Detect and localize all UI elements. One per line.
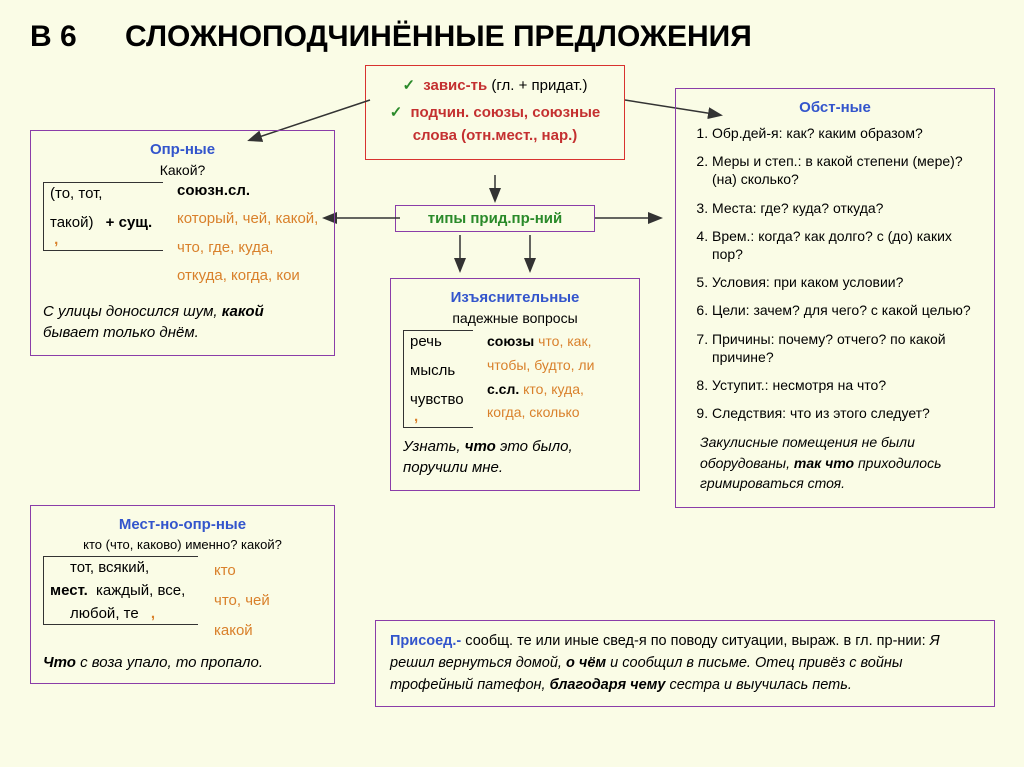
obst-item: Причины: почему? отчего? по какой причин… [712, 330, 980, 366]
opr-box: Опр-ные Какой? (то, тот, такой) + сущ. ,… [30, 130, 335, 356]
izy-r4: когда, сколько [487, 401, 627, 425]
obst-title: Обст-ные [690, 99, 980, 116]
izy-box: Изъяснительные падежные вопросы речь мыс… [390, 278, 640, 491]
izy-l1: речь [410, 333, 473, 350]
obst-ex-b: так что [794, 455, 854, 471]
top-line2: подчин. союзы, союзные слова (отн.мест.,… [410, 104, 600, 144]
izy-l2: мысль [410, 362, 473, 379]
opr-ex-b: какой [222, 303, 264, 320]
obst-item: Уступит.: несмотря на что? [712, 376, 980, 394]
izy-r1a: союзы [487, 333, 534, 349]
opr-soyuz-head: союзн.сл. [177, 182, 322, 199]
top-rest-1: (гл. + придат.) [491, 77, 587, 94]
opr-ex-pre: С улицы доносился шум, [43, 303, 218, 320]
obst-item: Цели: зачем? для чего? с какой целью? [712, 301, 980, 319]
pris-ex-i3: сестра и выучилась петь. [670, 677, 852, 693]
mest-r2: что, чей [214, 586, 270, 616]
mest-r1: кто [214, 556, 270, 586]
izy-r3b: кто, куда, [523, 381, 584, 397]
mest-ex-b1: Что [43, 654, 76, 671]
mest-ex-mid: с воза упало, то пропало. [80, 654, 263, 671]
obst-item: Следствия: что из этого следует? [712, 404, 980, 422]
pris-ex-b2: благодаря чему [550, 677, 666, 693]
opr-ex-post: бывает только днём. [43, 324, 199, 341]
check-icon: ✓ [402, 77, 415, 94]
types-label: типы прид.пр-ний [428, 210, 562, 227]
izy-r2: чтобы, будто, ли [487, 354, 627, 378]
mest-question: кто (что, каково) именно? какой? [43, 537, 322, 552]
task-code: В 6 [30, 20, 77, 53]
pris-desc: сообщ. те или иные свед-я по поводу ситу… [465, 633, 925, 649]
mest-l1: тот, всякий, [50, 559, 198, 576]
opr-col1-1: (то, тот, [50, 185, 163, 202]
pris-ex-b1: о чём [566, 655, 606, 671]
izy-r1b: что, как, [538, 333, 591, 349]
top-red-text: завис-ть [423, 77, 487, 94]
obst-item: Места: где? куда? откуда? [712, 199, 980, 217]
mest-r3: какой [214, 616, 270, 646]
mest-title: Мест-но-опр-ные [43, 516, 322, 533]
izy-ex-b: что [465, 438, 496, 455]
opr-question: Какой? [43, 162, 322, 178]
izy-l3: чувство [410, 391, 464, 408]
mest-l2b: мест. [50, 582, 88, 599]
opr-words: который, чей, какой, что, где, куда, отк… [177, 205, 322, 291]
obst-box: Обст-ные Обр.дей-я: как? каким образом? … [675, 88, 995, 508]
mest-l2: каждый, все, [96, 582, 185, 599]
main-title: СЛОЖНОПОДЧИНЁННЫЕ ПРЕДЛОЖЕНИЯ [125, 20, 752, 53]
top-features-box: ✓ завис-ть (гл. + придат.) ✓ подчин. сою… [365, 65, 625, 160]
obst-item: Условия: при каком условии? [712, 273, 980, 291]
izy-r3a: с.сл. [487, 381, 519, 397]
types-box: типы прид.пр-ний [395, 205, 595, 232]
izy-sub: падежные вопросы [403, 310, 627, 326]
page-title: В 6 СЛОЖНОПОДЧИНЁННЫЕ ПРЕДЛОЖЕНИЯ [30, 20, 752, 54]
mest-box: Мест-но-опр-ные кто (что, каково) именно… [30, 505, 335, 684]
obst-item: Обр.дей-я: как? каким образом? [712, 124, 980, 142]
opr-col1-2: такой) [50, 214, 94, 231]
izy-ex-pre: Узнать, [403, 438, 461, 455]
obst-item: Врем.: когда? как долго? с (до) каких по… [712, 227, 980, 263]
obst-list: Обр.дей-я: как? каким образом? Меры и ст… [690, 124, 980, 422]
opr-title: Опр-ные [43, 141, 322, 158]
izy-title: Изъяснительные [403, 289, 627, 306]
pris-box: Присоед.- сообщ. те или иные свед-я по п… [375, 620, 995, 707]
pris-label: Присоед.- [390, 633, 461, 649]
obst-item: Меры и степ.: в какой степени (мере)? (н… [712, 152, 980, 188]
mest-l3: любой, те [70, 605, 139, 622]
opr-col1-3: + сущ. [106, 214, 152, 231]
check-icon: ✓ [390, 104, 403, 121]
